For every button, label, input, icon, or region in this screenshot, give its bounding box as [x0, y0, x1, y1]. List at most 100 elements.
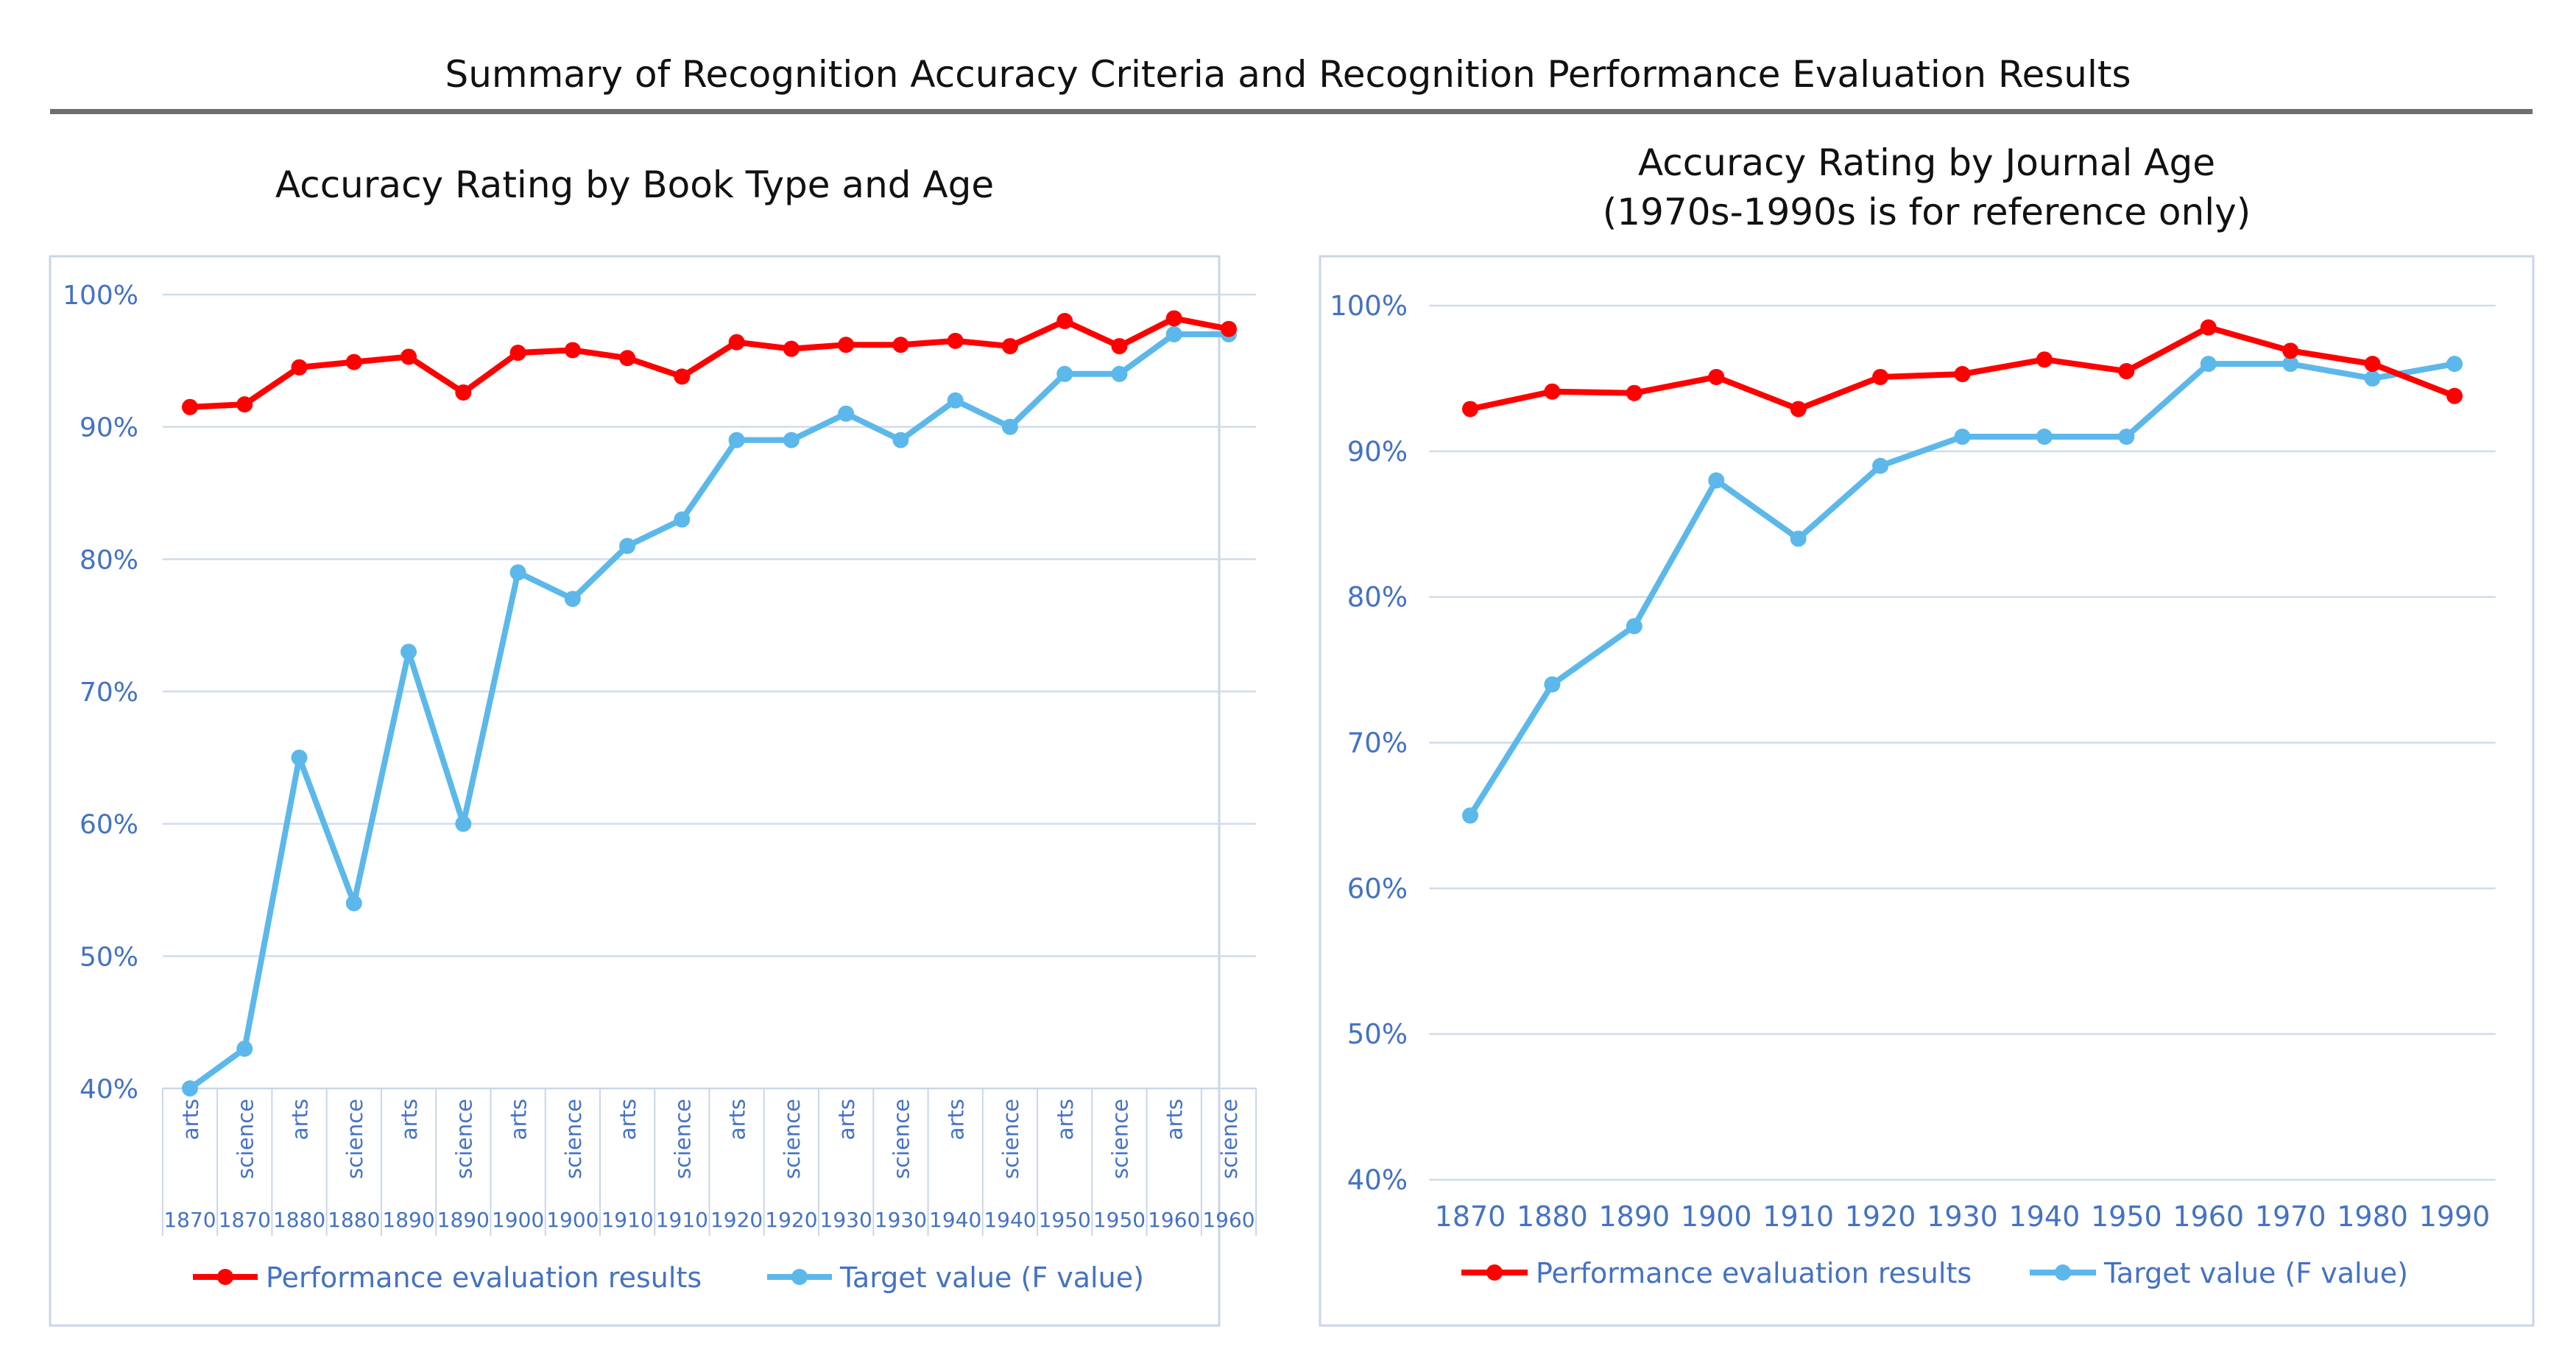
series-2-point [1056, 365, 1073, 382]
series-1-point [2282, 342, 2299, 359]
series-1-point [728, 334, 745, 351]
series-1-point [2200, 319, 2217, 336]
x-tick-label-year: 1920 [765, 1208, 817, 1232]
x-tick-label-year: 1910 [601, 1208, 653, 1232]
x-tick-label-year: 1960 [1148, 1208, 1200, 1232]
series-1-point [2446, 387, 2463, 404]
x-tick-label-year: 1930 [875, 1208, 927, 1232]
chart-frame [1319, 255, 2535, 1327]
y-tick-label: 70% [80, 678, 138, 708]
x-tick-label: 1900 [1681, 1200, 1752, 1233]
series-1-point [1544, 383, 1561, 400]
x-tick-label-year: 1940 [984, 1208, 1036, 1232]
x-tick-label: 1910 [1762, 1200, 1834, 1233]
series-2-point [728, 432, 745, 448]
x-tick-label-year: 1880 [328, 1208, 380, 1232]
series-1-point [1954, 365, 1971, 382]
series-2-point [1111, 365, 1128, 382]
x-tick-label-type: science [889, 1099, 914, 1179]
x-tick-label-type: arts [725, 1099, 750, 1140]
series-2-point [1790, 530, 1807, 547]
y-tick-label: 90% [1347, 436, 1408, 468]
series-2-point [674, 511, 691, 528]
series-1-point [182, 398, 198, 415]
y-tick-label: 60% [1347, 873, 1408, 904]
series-2-point [236, 1041, 253, 1057]
page-title: Summary of Recognition Accuracy Criteria… [445, 53, 2131, 96]
x-tick-label-year: 1900 [546, 1208, 599, 1232]
series-1-point [564, 342, 581, 359]
y-tick-label: 80% [1347, 582, 1408, 613]
x-tick-label-type: arts [834, 1099, 859, 1140]
series-1-point [892, 337, 909, 353]
x-tick-label-type: science [342, 1099, 367, 1179]
x-tick-label-type: arts [1053, 1099, 1078, 1140]
chart-subtitle: (1970s-1990s is for reference only) [1603, 191, 2251, 233]
x-tick-label-year: 1880 [273, 1208, 325, 1232]
y-tick-label: 50% [80, 942, 138, 972]
y-tick-label: 100% [63, 281, 138, 311]
y-tick-label: 80% [80, 545, 138, 575]
x-tick-label: 1940 [2009, 1200, 2081, 1233]
x-tick-label-type: science [561, 1099, 586, 1179]
series-2-point [619, 538, 636, 555]
legend-marker [1486, 1264, 1503, 1281]
x-tick-label: 1870 [1435, 1200, 1506, 1233]
legend-label: Target value (F value) [839, 1261, 1144, 1294]
series-1-point [1221, 320, 1237, 337]
series-2-point [400, 644, 417, 661]
y-tick-label: 70% [1347, 728, 1408, 759]
series-line-2 [187, 331, 1232, 1091]
series-2-point [2118, 429, 2135, 446]
x-tick-label-year: 1950 [1039, 1208, 1091, 1232]
series-2-point [2364, 370, 2381, 387]
series-1-point [2364, 356, 2381, 373]
series-2-point [783, 432, 800, 448]
series-2-point [1544, 676, 1561, 693]
x-tick-label-type: science [670, 1099, 695, 1179]
x-tick-label-type: arts [507, 1099, 532, 1140]
chart-title: Accuracy Rating by Book Type and Age [275, 163, 994, 206]
y-tick-label: 40% [80, 1074, 138, 1105]
series-2-point [564, 591, 581, 608]
x-tick-label-type: science [1217, 1099, 1242, 1179]
y-tick-label: 50% [1347, 1018, 1408, 1050]
x-tick-label: 1930 [1927, 1200, 1998, 1233]
x-tick-label-type: science [998, 1099, 1023, 1179]
x-tick-label-type: arts [1162, 1099, 1188, 1140]
series-1-point [674, 368, 691, 385]
series-1-point [1462, 401, 1478, 418]
x-tick-label-type: science [451, 1099, 476, 1179]
series-1-point [455, 384, 472, 401]
series-1-point [838, 337, 855, 353]
series-2-point [892, 432, 909, 448]
x-tick-label-type: arts [944, 1099, 969, 1140]
x-tick-label-type: science [233, 1099, 258, 1179]
series-2-point [509, 564, 526, 581]
chart-1: Accuracy Rating by Book Type and Age 40% 5… [49, 163, 1257, 1327]
x-tick-label: 1880 [1517, 1200, 1588, 1233]
x-tick-label-year: 1870 [163, 1208, 216, 1232]
series-1-point [1056, 312, 1073, 329]
series-2-point [345, 895, 362, 912]
series-1-point [236, 396, 253, 413]
x-tick-label-type: arts [397, 1099, 422, 1140]
x-tick-label-year: 1930 [820, 1208, 872, 1232]
series-2-point [2036, 429, 2053, 446]
series-1-point [1111, 338, 1128, 355]
series-1-point [291, 359, 308, 376]
series-2-point [182, 1080, 198, 1097]
x-tick-label-year: 1870 [219, 1208, 271, 1232]
series-1-point [2036, 351, 2053, 368]
x-tick-label: 1960 [2173, 1200, 2244, 1233]
series-line-1 [187, 315, 1232, 410]
legend-label: Performance evaluation results [1536, 1257, 1972, 1289]
y-tick-label: 40% [1347, 1164, 1408, 1196]
x-tick-label: 1970 [2255, 1200, 2326, 1233]
x-tick-label-type: arts [615, 1099, 641, 1140]
series-1-point [1165, 310, 1182, 327]
y-tick-label: 90% [80, 413, 138, 443]
title-divider [50, 109, 2533, 114]
legend-marker [217, 1269, 233, 1285]
series-2-point [2446, 356, 2463, 373]
